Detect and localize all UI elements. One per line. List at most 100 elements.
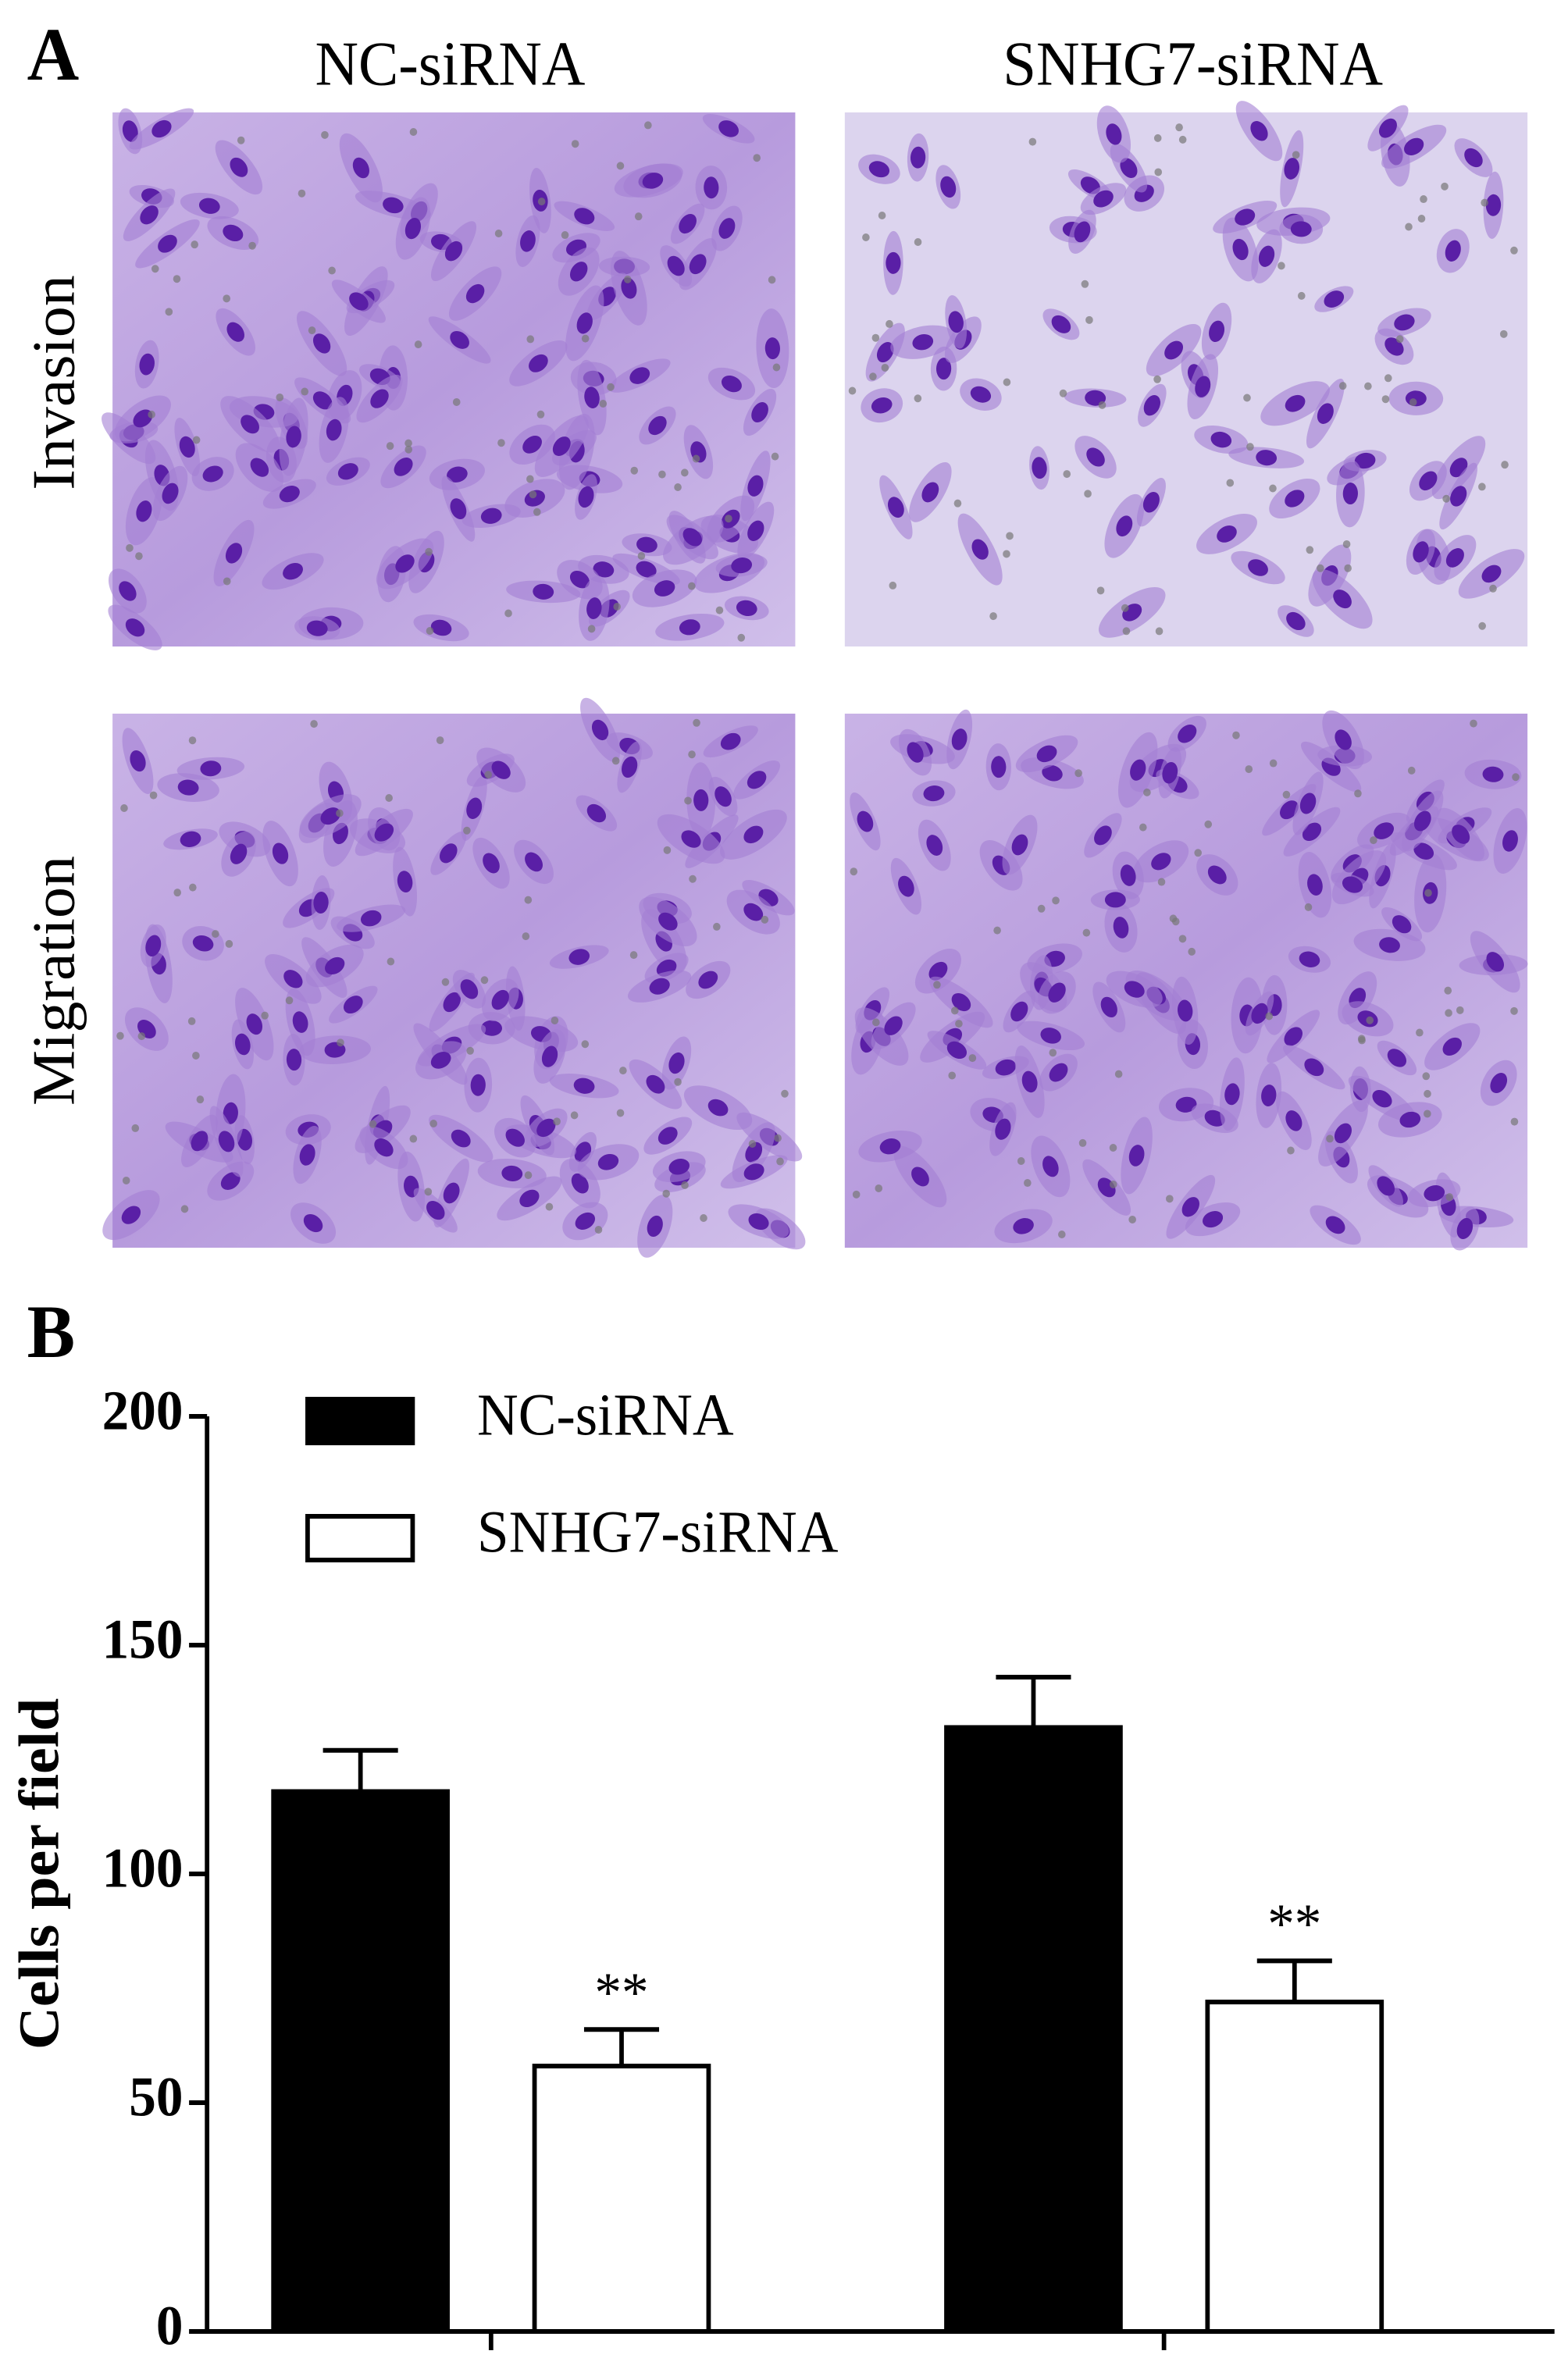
nucleus (1010, 1001, 1028, 1022)
pore (1098, 401, 1107, 409)
nucleus (1036, 745, 1057, 763)
pore (629, 951, 638, 960)
nucleus (1464, 148, 1483, 168)
nucleus (721, 375, 742, 393)
pore (321, 130, 329, 139)
pore (308, 326, 316, 335)
nucleus (286, 1049, 302, 1071)
panel-label: A (27, 13, 80, 96)
nucleus (970, 386, 992, 403)
nucleus (430, 619, 452, 636)
pore (441, 978, 450, 986)
nucleus (667, 255, 685, 276)
pore (684, 796, 692, 805)
nucleus (151, 119, 172, 138)
pore (881, 363, 889, 372)
nucleus (658, 912, 678, 931)
pore (1157, 878, 1166, 886)
nucleus (470, 1074, 486, 1096)
nucleus (1086, 447, 1105, 467)
pore (1178, 935, 1187, 943)
pore (587, 625, 596, 633)
nucleus (1452, 825, 1470, 844)
pore (116, 1031, 124, 1040)
nucleus (1502, 830, 1518, 852)
nucleus (1204, 1110, 1225, 1127)
legend-label: SNHG7-siRNA (477, 1500, 839, 1565)
nucleus (1100, 996, 1117, 1018)
nucleus (876, 342, 894, 363)
nucleus (1106, 123, 1122, 145)
pore (409, 128, 418, 137)
nucleus (1248, 559, 1268, 576)
pore (1292, 151, 1300, 159)
nucleus (279, 486, 300, 503)
nucleus (1049, 1063, 1068, 1082)
pore (953, 499, 962, 508)
nucleus (647, 1215, 663, 1238)
pore (137, 1032, 146, 1041)
nucleus (1387, 1049, 1407, 1067)
nucleus (505, 1128, 525, 1147)
pore (1139, 823, 1147, 832)
nucleus (948, 311, 964, 333)
pore (623, 275, 632, 283)
pore (148, 410, 155, 419)
nucleus (1207, 865, 1227, 885)
nucleus (715, 786, 732, 807)
significance: ** (594, 1962, 648, 2025)
pore (616, 1109, 625, 1117)
row-label: Migration (20, 856, 87, 1106)
nucleus (597, 1153, 619, 1170)
nucleus (1151, 853, 1171, 871)
y-tick-label: 0 (156, 2295, 184, 2357)
pore (1246, 443, 1254, 451)
nucleus (299, 1144, 315, 1166)
pore (537, 198, 546, 206)
nucleus (1378, 118, 1397, 138)
nucleus (326, 419, 342, 441)
nucleus (519, 1189, 540, 1208)
legend-swatch (305, 1397, 415, 1445)
pore (1049, 1049, 1057, 1057)
nucleus (731, 557, 753, 574)
pore (188, 736, 197, 745)
pore (1445, 1193, 1454, 1202)
pore (1024, 1179, 1032, 1188)
nucleus (220, 1172, 241, 1190)
column-label: SNHG7-siRNA (1003, 29, 1383, 98)
nucleus (571, 1173, 589, 1194)
nucleus (1178, 999, 1193, 1022)
pore (737, 633, 746, 642)
pore (192, 436, 201, 444)
nucleus (575, 1212, 596, 1230)
row-label: Invasion (20, 275, 87, 490)
pore (781, 1089, 789, 1098)
pore (607, 383, 615, 391)
pore (1317, 564, 1324, 572)
nucleus (1013, 1218, 1034, 1234)
nucleus (1324, 290, 1345, 308)
nucleus (898, 875, 914, 897)
nucleus (192, 935, 214, 952)
nucleus (622, 756, 638, 778)
nucleus (430, 1052, 451, 1069)
nucleus (1116, 515, 1133, 537)
nucleus (1286, 611, 1306, 631)
nucleus (718, 218, 736, 239)
pore (1478, 622, 1486, 630)
nucleus (576, 312, 593, 334)
nucleus (444, 240, 463, 262)
pore (1424, 889, 1432, 897)
nucleus (383, 197, 404, 214)
pore (526, 335, 535, 344)
pore (1232, 731, 1240, 739)
pore (1194, 849, 1203, 857)
nucleus (552, 436, 571, 456)
nucleus (886, 251, 901, 274)
nucleus (230, 157, 248, 177)
pore (187, 1017, 196, 1025)
pore (135, 552, 143, 561)
pore (1282, 790, 1291, 799)
nucleus (133, 409, 153, 428)
